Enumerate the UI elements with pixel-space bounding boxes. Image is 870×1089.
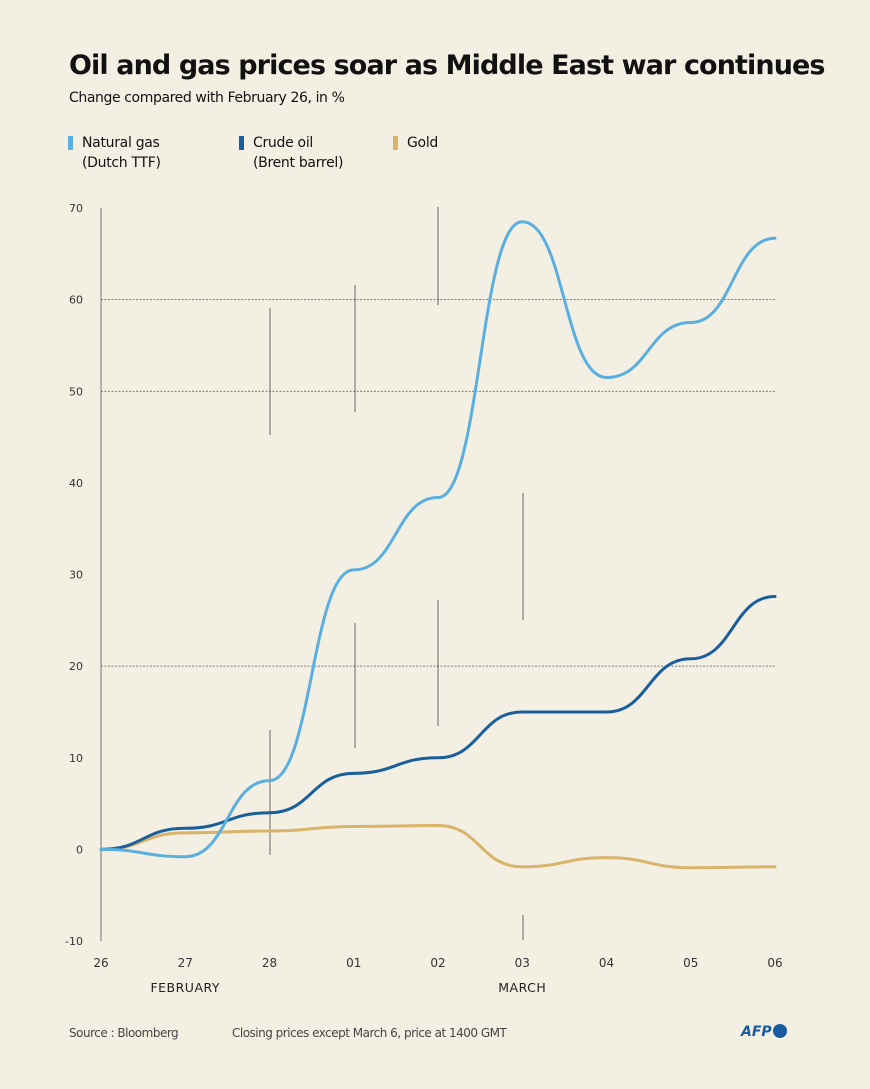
month-label: FEBRUARY bbox=[150, 980, 220, 995]
x-tick-label: 04 bbox=[599, 956, 614, 970]
legend-crude-oil: Crude oil (Brent barrel) bbox=[239, 133, 344, 173]
chart-subtitle: Change compared with February 26, in % bbox=[69, 90, 345, 106]
y-tick-label: 70 bbox=[69, 202, 83, 215]
series-line-gold bbox=[99, 824, 777, 870]
y-tick-label: 30 bbox=[69, 569, 83, 582]
y-tick-label: 60 bbox=[69, 294, 83, 307]
x-tick-label: 02 bbox=[430, 956, 445, 970]
y-tick-label: 10 bbox=[69, 752, 83, 765]
series-line-natural-gas-dutch-ttf bbox=[99, 220, 777, 859]
x-tick-label: 06 bbox=[767, 956, 782, 970]
legend-label-sub: (Dutch TTF) bbox=[82, 155, 161, 171]
legend-swatch bbox=[393, 136, 398, 150]
x-tick-label: 28 bbox=[262, 956, 277, 970]
legend-label: Gold bbox=[407, 135, 438, 151]
x-tick-label: 05 bbox=[683, 956, 698, 970]
series-line-crude-oil-brent-barrel bbox=[99, 594, 777, 851]
x-tick-label: 27 bbox=[178, 956, 193, 970]
y-tick-label: -10 bbox=[65, 935, 83, 948]
x-tick-label: 01 bbox=[346, 956, 361, 970]
legend-label: Natural gas bbox=[82, 135, 160, 151]
legend-swatch bbox=[68, 136, 73, 150]
y-tick-label: 20 bbox=[69, 660, 83, 673]
legend-natural-gas: Natural gas (Dutch TTF) bbox=[68, 133, 161, 173]
afp-logo: AFP bbox=[741, 1024, 787, 1040]
month-label: MARCH bbox=[498, 980, 546, 995]
footnote: Closing prices except March 6, price at … bbox=[232, 1026, 507, 1040]
source-note: Source : Bloomberg bbox=[69, 1026, 179, 1040]
y-tick-label: 40 bbox=[69, 477, 83, 490]
y-tick-label: 50 bbox=[69, 385, 83, 398]
chart-title: Oil and gas prices soar as Middle East w… bbox=[69, 50, 826, 81]
legend-label-sub: (Brent barrel) bbox=[253, 155, 344, 171]
legend-gold: Gold bbox=[393, 133, 438, 153]
legend-label: Crude oil bbox=[253, 135, 313, 151]
y-tick-label: 0 bbox=[76, 843, 83, 856]
legend-swatch bbox=[239, 136, 244, 150]
x-tick-label: 03 bbox=[515, 956, 530, 970]
x-tick-label: 26 bbox=[93, 956, 108, 970]
